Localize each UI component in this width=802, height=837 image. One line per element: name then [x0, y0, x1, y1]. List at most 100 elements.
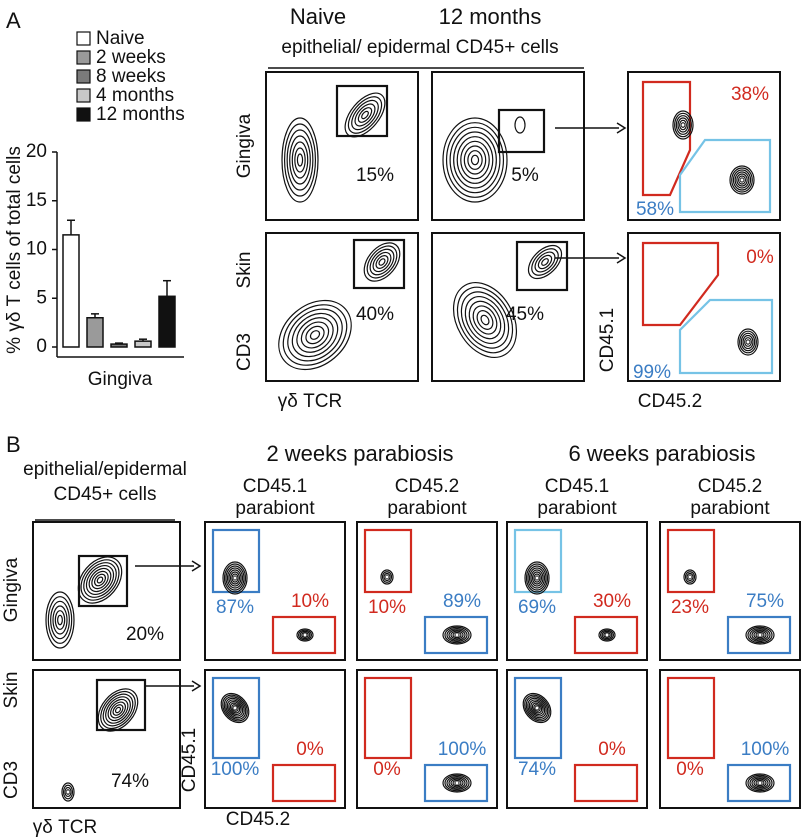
- contour: [745, 339, 751, 345]
- legend-swatch: [76, 50, 91, 65]
- contour: [442, 773, 472, 793]
- contour: [228, 700, 242, 716]
- contour: [601, 630, 613, 640]
- label: 23%: [671, 597, 709, 618]
- contour: [525, 563, 549, 593]
- contour: [223, 563, 247, 593]
- contour: [464, 296, 506, 344]
- plot-frame: [431, 232, 585, 382]
- contour: [85, 565, 115, 595]
- gate: [363, 676, 413, 760]
- gate: [515, 240, 569, 292]
- contour: [354, 103, 376, 127]
- label: 0%: [746, 247, 774, 268]
- contour-center: [116, 708, 120, 712]
- contour: [378, 258, 386, 266]
- contour: [291, 312, 339, 358]
- contour: [537, 254, 553, 270]
- legend-swatch: [76, 31, 91, 46]
- contour-center: [363, 113, 367, 117]
- gate: [678, 138, 772, 214]
- contour: [449, 126, 501, 194]
- label: Gingiva: [1, 557, 22, 622]
- contour: [100, 690, 136, 730]
- contour: [381, 571, 393, 583]
- label: 87%: [216, 597, 254, 618]
- gate: [77, 554, 129, 608]
- contour: [456, 136, 494, 184]
- contour: [300, 321, 330, 349]
- contour: [737, 175, 747, 185]
- gate: [641, 241, 720, 327]
- contour-center: [58, 618, 62, 622]
- contour: [751, 629, 769, 641]
- plot-frame: [204, 669, 346, 809]
- y-tick-label: 15: [26, 190, 47, 211]
- contour-center: [518, 123, 522, 127]
- label: 100%: [211, 759, 260, 780]
- contour-center: [758, 633, 762, 637]
- gate: [573, 763, 639, 803]
- contour: [52, 605, 68, 635]
- gate: [641, 80, 692, 197]
- contour: [50, 600, 70, 640]
- y-tick-label: 20: [26, 141, 47, 162]
- plot-frame: [506, 669, 648, 809]
- arrow-head: [191, 680, 202, 692]
- contour: [751, 777, 769, 789]
- label: γδ TCR: [33, 817, 97, 837]
- bar: [158, 295, 176, 348]
- label: 74%: [518, 759, 556, 780]
- contour: [446, 627, 468, 643]
- contour: [347, 96, 383, 134]
- contour-center: [98, 578, 102, 582]
- gate: [363, 528, 413, 594]
- y-tick-label: 10: [26, 239, 47, 260]
- plot-frame: [506, 521, 648, 661]
- y-tick-label: 0: [36, 336, 47, 357]
- contour: [448, 777, 466, 789]
- label: 0%: [373, 759, 401, 780]
- contour: [361, 110, 369, 120]
- contour-center: [535, 706, 539, 710]
- gate: [423, 763, 489, 803]
- gate: [513, 528, 563, 594]
- contour: [96, 576, 104, 584]
- contour: [603, 631, 611, 638]
- contour: [222, 694, 248, 722]
- contour: [450, 630, 464, 640]
- gate: [726, 615, 792, 655]
- contour: [675, 115, 691, 135]
- contour: [369, 248, 395, 276]
- contour-center: [66, 790, 70, 794]
- contour: [740, 332, 756, 352]
- contour: [755, 779, 765, 787]
- contour: [753, 778, 767, 788]
- label: CD45.1: [179, 728, 200, 792]
- contour: [97, 688, 139, 732]
- label: % γδ T cells of total cells: [4, 146, 25, 354]
- plot-frame: [265, 232, 419, 382]
- label: CD45.2: [698, 476, 762, 497]
- label: 6 weeks parabiosis: [568, 441, 755, 466]
- contour: [731, 167, 753, 193]
- contour: [110, 701, 126, 719]
- label: Naive: [290, 4, 346, 29]
- contour: [541, 258, 549, 266]
- plot-frame: [659, 521, 801, 661]
- arrow-head: [616, 122, 627, 134]
- gate: [335, 84, 389, 138]
- label: 15%: [356, 165, 394, 186]
- contour-center: [385, 575, 389, 579]
- gate: [423, 615, 489, 655]
- label: parabiont: [537, 498, 617, 519]
- plot-frame: [204, 521, 346, 661]
- label: parabiont: [235, 498, 315, 519]
- legend-swatch: [76, 69, 91, 84]
- contour: [747, 774, 773, 792]
- contour: [683, 569, 697, 585]
- legend-label: 2 weeks: [96, 47, 166, 68]
- contour: [530, 569, 544, 587]
- label: CD45.2: [226, 809, 290, 830]
- contour: [61, 782, 75, 802]
